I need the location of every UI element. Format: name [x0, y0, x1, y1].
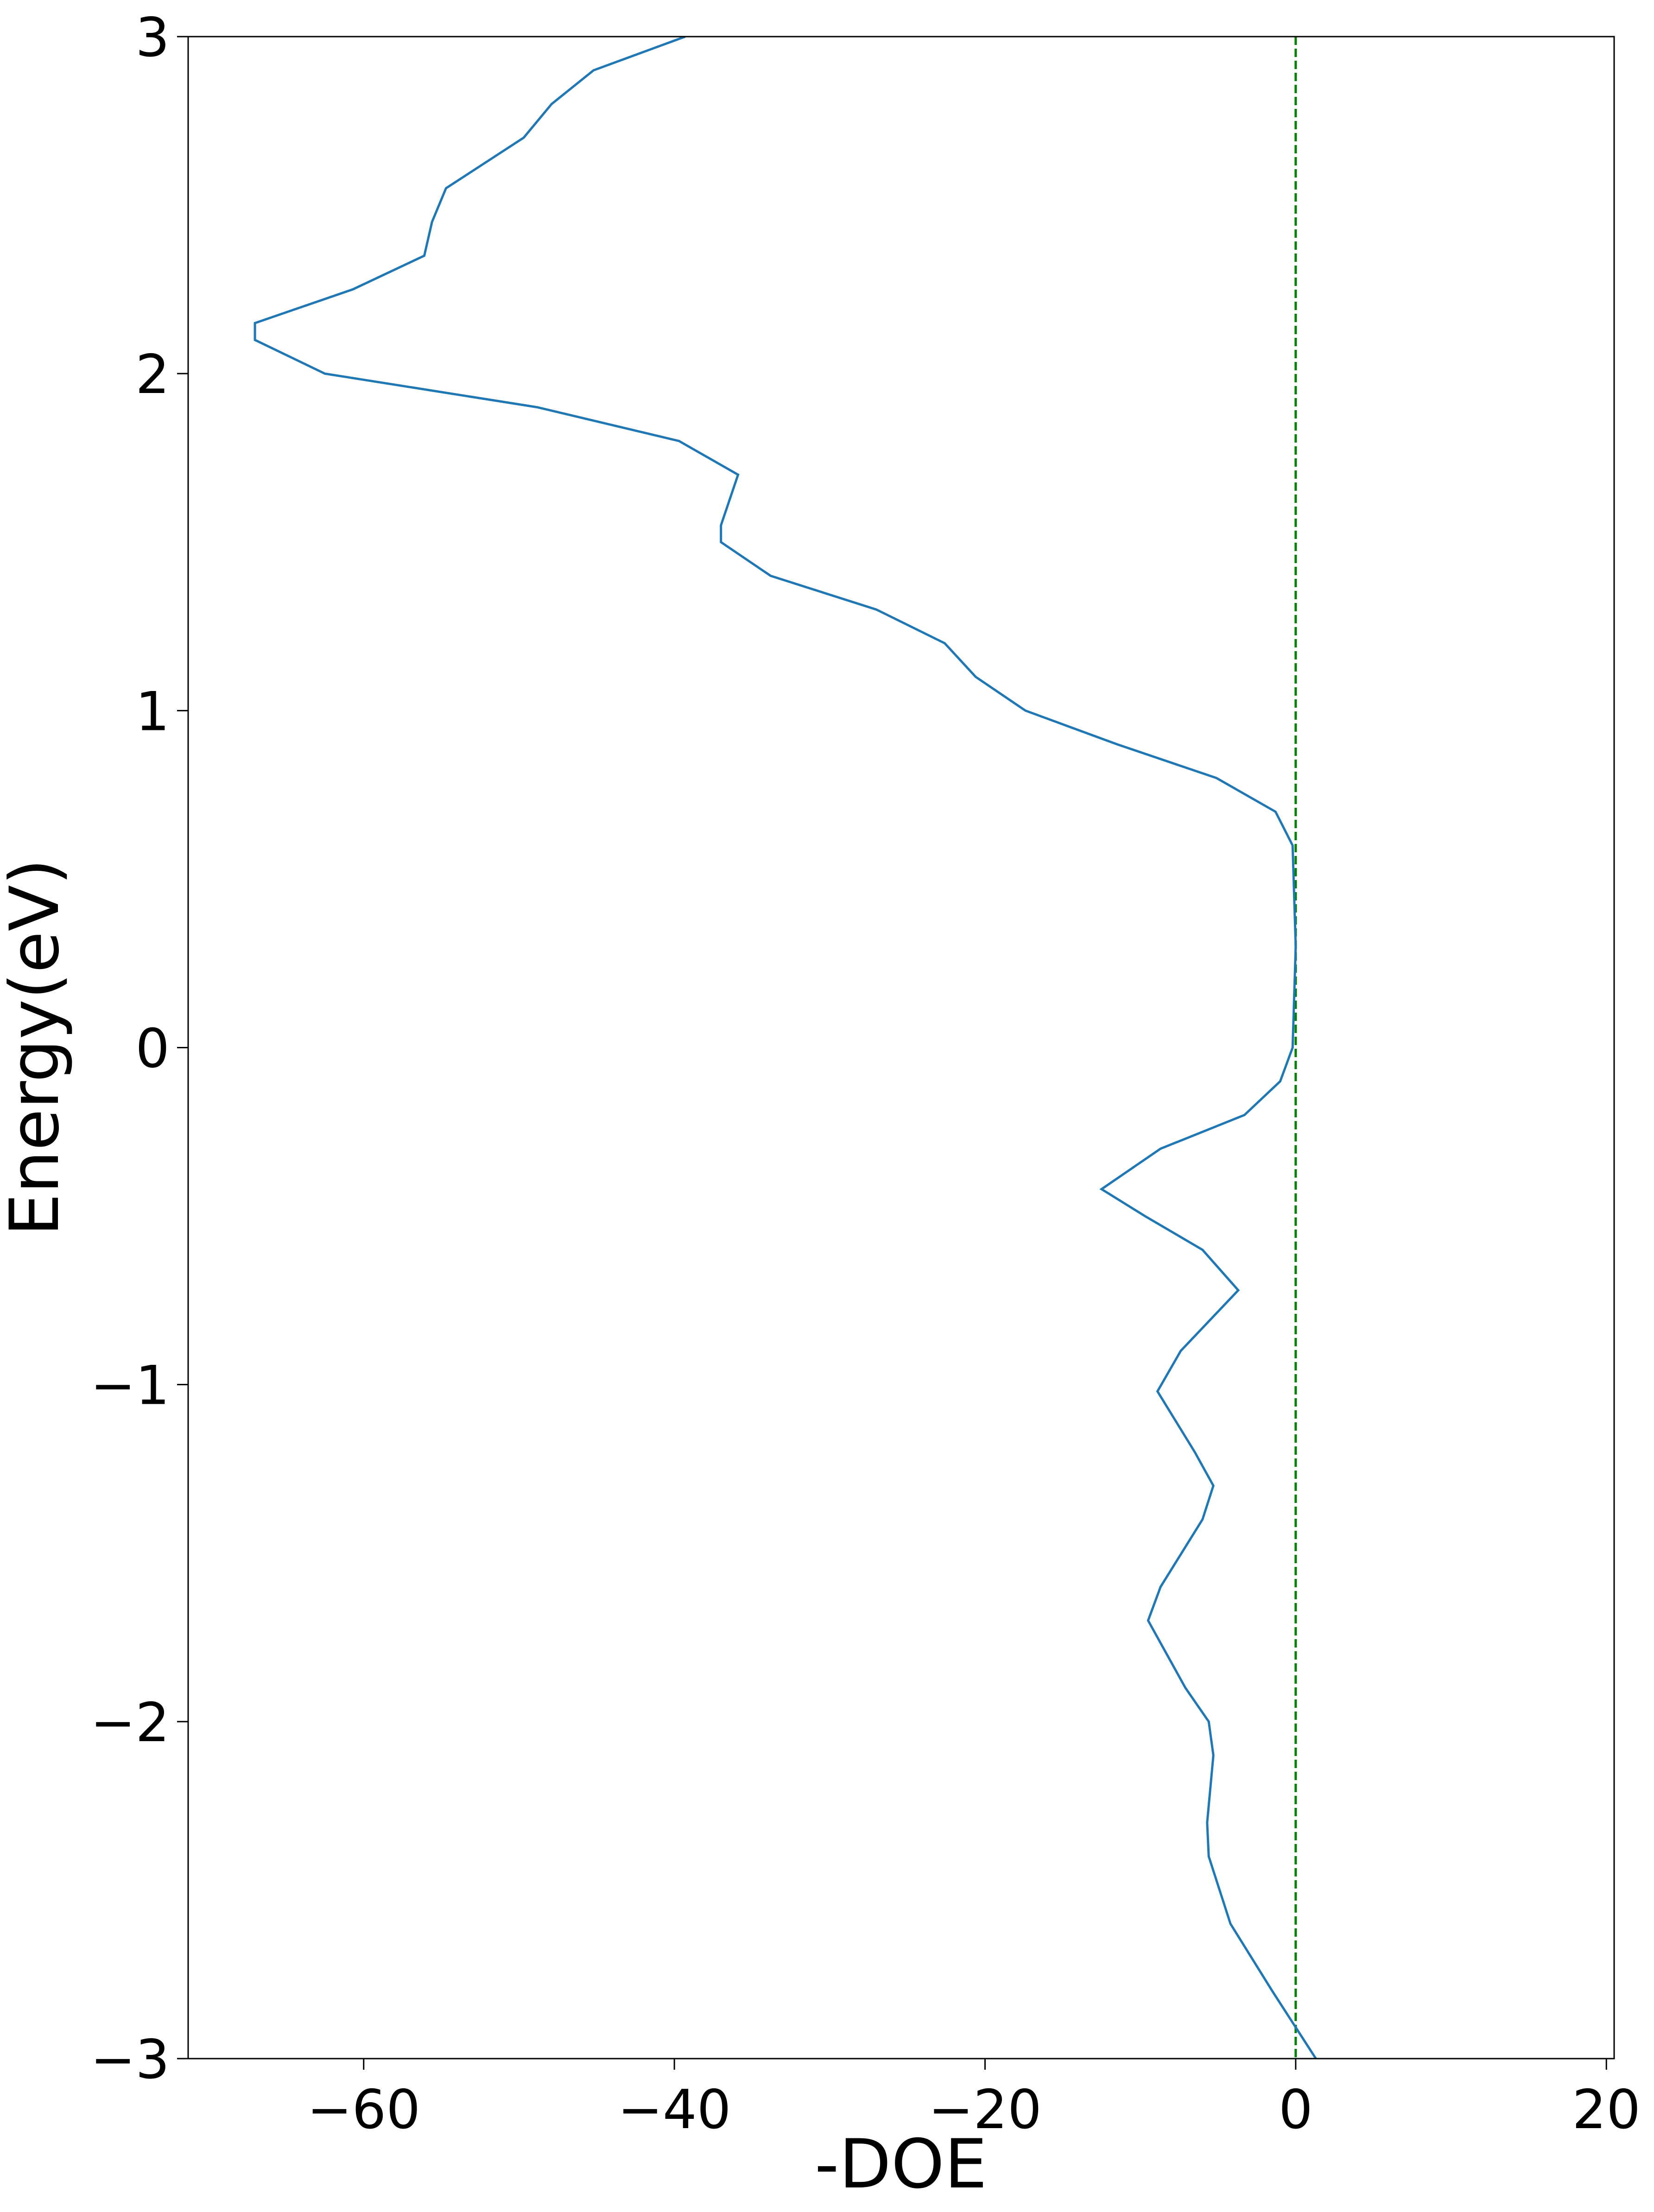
y-tick-label: −1: [90, 1355, 170, 1417]
y-tick-label: −2: [90, 1692, 170, 1754]
x-tick-label: −40: [618, 2079, 731, 2141]
y-tick-label: 0: [135, 1018, 170, 1080]
dos-line: [253, 37, 1317, 2059]
y-axis-label: Energy(eV): [0, 859, 74, 1236]
y-tick-label: −3: [90, 2028, 170, 2091]
x-tick-label: −20: [928, 2079, 1042, 2141]
plot-frame: [187, 36, 1615, 2060]
y-tick-label: 1: [135, 680, 170, 743]
x-axis-label: -DOE: [815, 2125, 987, 2204]
x-tick-label: −60: [307, 2079, 420, 2141]
y-tick-label: 3: [135, 6, 170, 69]
x-tick-label: 0: [1279, 2079, 1313, 2141]
x-tick-label: 20: [1572, 2079, 1641, 2141]
y-tick-label: 2: [135, 343, 170, 406]
